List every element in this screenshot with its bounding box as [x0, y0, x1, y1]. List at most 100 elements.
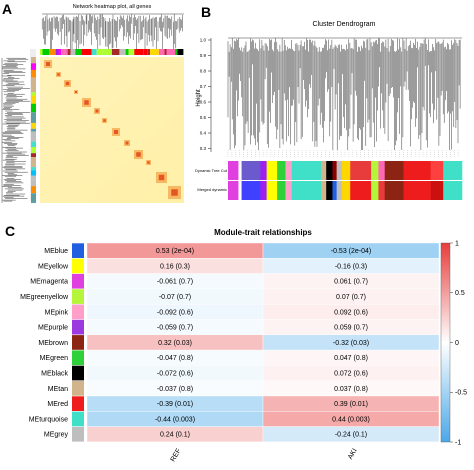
panel-b-ytick-label: 1.0: [200, 38, 207, 43]
module-color-segment: [31, 193, 36, 203]
module-color-segment: [31, 147, 36, 154]
module-label: MEgreen: [40, 355, 69, 362]
module-color-swatch: [72, 381, 84, 396]
heatmap-cell-label: 0.092 (0.6): [334, 309, 368, 316]
module-color-segment: [150, 49, 159, 55]
module-color-swatch: [72, 258, 84, 274]
module-color-segment: [31, 167, 36, 171]
heatmap-cell-label: -0.037 (0.8): [157, 386, 193, 393]
panel-b-ytick-label: 0.4: [200, 131, 207, 136]
module-color-segment: [166, 49, 175, 55]
module-color-segment: [443, 161, 463, 180]
module-color-segment: [125, 49, 129, 55]
heatmap-cell-label: 0.07 (0.7): [336, 294, 366, 301]
module-color-segment: [119, 49, 126, 55]
tom-module-block-core: [65, 81, 70, 86]
module-color-segment: [31, 63, 36, 70]
module-color-segment: [228, 161, 239, 180]
module-color-segment: [55, 49, 59, 55]
module-label: MEblack: [41, 370, 68, 377]
module-color-segment: [31, 57, 36, 64]
module-color-segment: [320, 181, 327, 200]
module-label: MEgrey: [44, 432, 69, 439]
module-label: MEbrown: [38, 340, 68, 347]
module-color-segment: [378, 161, 385, 180]
tom-module-block-core: [147, 161, 150, 164]
panel-c-letter: C: [5, 223, 15, 239]
tom-heatmap-blocks: [44, 60, 181, 199]
module-color-segment: [31, 92, 36, 96]
heatmap-cell: [262, 426, 440, 443]
panel-b-dendrogram-lines: [227, 37, 462, 150]
colorbar: [440, 242, 451, 443]
colorbar-tick-label: 0.5: [455, 290, 465, 297]
module-color-swatch: [72, 396, 84, 411]
module-color-segment: [238, 181, 242, 200]
module-color-segment: [31, 112, 36, 123]
module-color-segment: [158, 49, 165, 55]
module-color-segment: [31, 80, 36, 90]
module-color-segment: [430, 161, 444, 180]
module-color-segment: [277, 161, 286, 180]
heatmap-cell-label: -0.061 (0.7): [157, 279, 193, 286]
module-label: MEyellow: [38, 263, 69, 270]
module-label: MEtan: [48, 386, 68, 393]
module-color-segment: [384, 161, 404, 180]
module-color-segment: [143, 49, 148, 55]
panel-b-yticks: 1.0 0.9 0.8 0.7 0.6 0.5 0.4 0.3: [200, 38, 211, 151]
heatmap-cell-label: -0.16 (0.3): [335, 263, 367, 270]
module-color-segment: [102, 49, 112, 55]
panel-a-left-dendrogram-lines: [1, 57, 31, 203]
module-color-swatch: [72, 319, 84, 335]
heatmap-cell-label: -0.047 (0.8): [157, 355, 193, 362]
module-label: MEblue: [44, 248, 68, 255]
heatmap-cell-label: 0.047 (0.8): [334, 355, 368, 362]
panel-a-top-color-strip: [40, 49, 184, 55]
xcategory-label: AKI: [347, 447, 359, 460]
tom-module-block-core: [103, 119, 106, 122]
module-color-segment: [31, 95, 36, 104]
panel-a-left-color-strip: [31, 57, 36, 203]
module-color-segment: [58, 49, 62, 55]
module-color-segment: [31, 157, 36, 168]
module-color-segment: [277, 181, 286, 200]
module-color-segment: [403, 181, 431, 200]
module-label: MEpurple: [38, 325, 68, 332]
panel-b-ylabel: Height: [196, 89, 202, 107]
heatmap-cell-label: -0.32 (0.03): [333, 340, 369, 347]
module-color-segment: [64, 49, 68, 55]
module-color-segment: [67, 49, 71, 55]
panel-a-top-dendrogram: [41, 13, 184, 55]
module-color-segment: [266, 161, 278, 180]
tom-module-block-core: [57, 73, 60, 76]
heatmap-cell-label: -0.39 (0.01): [157, 401, 193, 408]
module-color-segment: [183, 49, 184, 55]
module-color-segment: [31, 128, 36, 132]
module-color-segment: [31, 153, 36, 158]
panel-b-ytick-label: 0.6: [200, 100, 207, 105]
chart-title: Module-trait relationships: [214, 228, 312, 237]
module-color-segment: [164, 49, 167, 55]
heatmap-cell-label: -0.53 (2e-04): [331, 248, 371, 255]
xcategory-label: REF: [170, 448, 183, 464]
heatmap-cell-label: -0.072 (0.6): [157, 370, 193, 377]
module-color-segment: [241, 181, 261, 200]
module-color-segment: [371, 181, 379, 200]
panel-b-merged-dynamic-strip: [228, 181, 463, 200]
module-color-segment: [320, 161, 327, 180]
panel-b-dynamic-tree-cut-strip: [228, 161, 463, 180]
panel-a-left-dendrogram: [1, 57, 31, 203]
panel-b-letter: B: [201, 4, 211, 20]
module-color-swatch: [72, 273, 84, 289]
tom-module-block-core: [158, 174, 165, 181]
module-color-segment: [31, 77, 36, 81]
module-color-segment: [31, 175, 36, 180]
module-color-swatch: [72, 350, 84, 366]
tom-module-block-core: [171, 189, 178, 196]
module-color-swatch: [72, 289, 84, 304]
module-color-segment: [177, 49, 184, 55]
heatmap-cell-label: -0.24 (0.1): [335, 432, 367, 439]
colorbar-tick-label: -1: [455, 439, 461, 446]
tom-module-block-core: [136, 152, 141, 157]
